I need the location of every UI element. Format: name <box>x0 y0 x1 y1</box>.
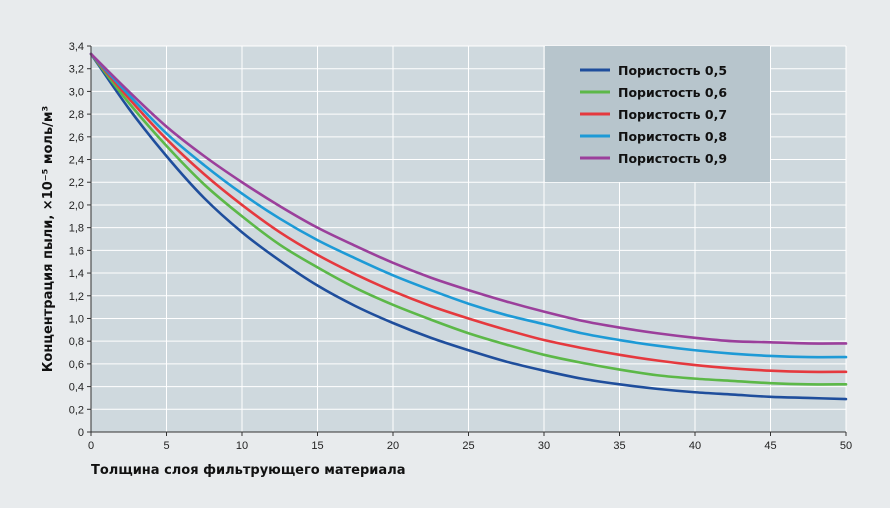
x-tick-label: 5 <box>163 440 169 452</box>
series-line-5 <box>89 52 848 345</box>
x-tick-label: 45 <box>764 440 776 452</box>
y-tick-label: 2,6 <box>69 132 84 144</box>
y-tick-label: 2,2 <box>69 177 84 189</box>
x-tick-label: 20 <box>387 440 399 452</box>
grid <box>91 45 847 432</box>
series-line-2 <box>89 52 848 386</box>
y-tick-label: 2,4 <box>69 155 84 167</box>
series-line-4 <box>89 52 848 359</box>
x-tick-label: 15 <box>311 440 323 452</box>
legend-label-4: Пористость 0,8 <box>618 129 727 144</box>
x-tick-label: 40 <box>689 440 701 452</box>
y-tick-label: 2,0 <box>69 200 84 212</box>
x-tick-label: 50 <box>840 440 852 452</box>
y-tick-label: 0,8 <box>69 336 84 348</box>
series-line-1 <box>89 52 848 401</box>
legend-items: Пористость 0,5 Пористость 0,6 Пористость 0… <box>580 63 727 166</box>
x-tick-label: 0 <box>88 440 94 452</box>
y-tick-label: 0,2 <box>69 404 84 416</box>
y-tick-label: 3,4 <box>69 41 84 53</box>
y-tick-label: 1,6 <box>69 245 84 257</box>
y-axis-title: Концентрация пыли, ×10⁻⁵ моль/м³ <box>41 106 56 372</box>
y-tick-label: 0,6 <box>69 359 84 371</box>
y-tick-label: 0,4 <box>69 382 84 394</box>
legend-label-2: Пористость 0,6 <box>618 85 727 100</box>
y-axis-ticks: 0 0,2 0,4 0,6 0,8 1,0 1,2 1,4 1,6 1,8 2,0 2,2 2,4 2,6… <box>69 41 91 439</box>
legend: Пористость 0,5 Пористость 0,6 Пористость 0… <box>545 46 770 182</box>
series-lines <box>89 52 848 401</box>
y-tick-label: 1,4 <box>69 268 84 280</box>
legend-label-3: Пористость 0,7 <box>618 107 727 122</box>
y-tick-label: 1,8 <box>69 223 84 235</box>
y-tick-label: 1,2 <box>69 291 84 303</box>
y-tick-label: 0 <box>78 427 84 439</box>
legend-label-1: Пористость 0,5 <box>618 63 727 78</box>
legend-label-5: Пористость 0,9 <box>618 151 727 166</box>
y-tick-label: 1,0 <box>69 313 84 325</box>
x-tick-label: 35 <box>613 440 625 452</box>
series-line-3 <box>89 52 848 374</box>
y-tick-label: 2,8 <box>69 109 84 121</box>
x-axis-ticks: 0 5 10 15 20 25 30 35 40 45 50 <box>88 432 852 452</box>
x-tick-label: 10 <box>236 440 248 452</box>
x-axis-title: Толщина слоя фильтрующего материала <box>91 463 405 478</box>
x-tick-label: 30 <box>538 440 550 452</box>
x-tick-label: 25 <box>462 440 474 452</box>
y-tick-label: 3,2 <box>69 64 84 76</box>
y-tick-label: 3,0 <box>69 86 84 98</box>
